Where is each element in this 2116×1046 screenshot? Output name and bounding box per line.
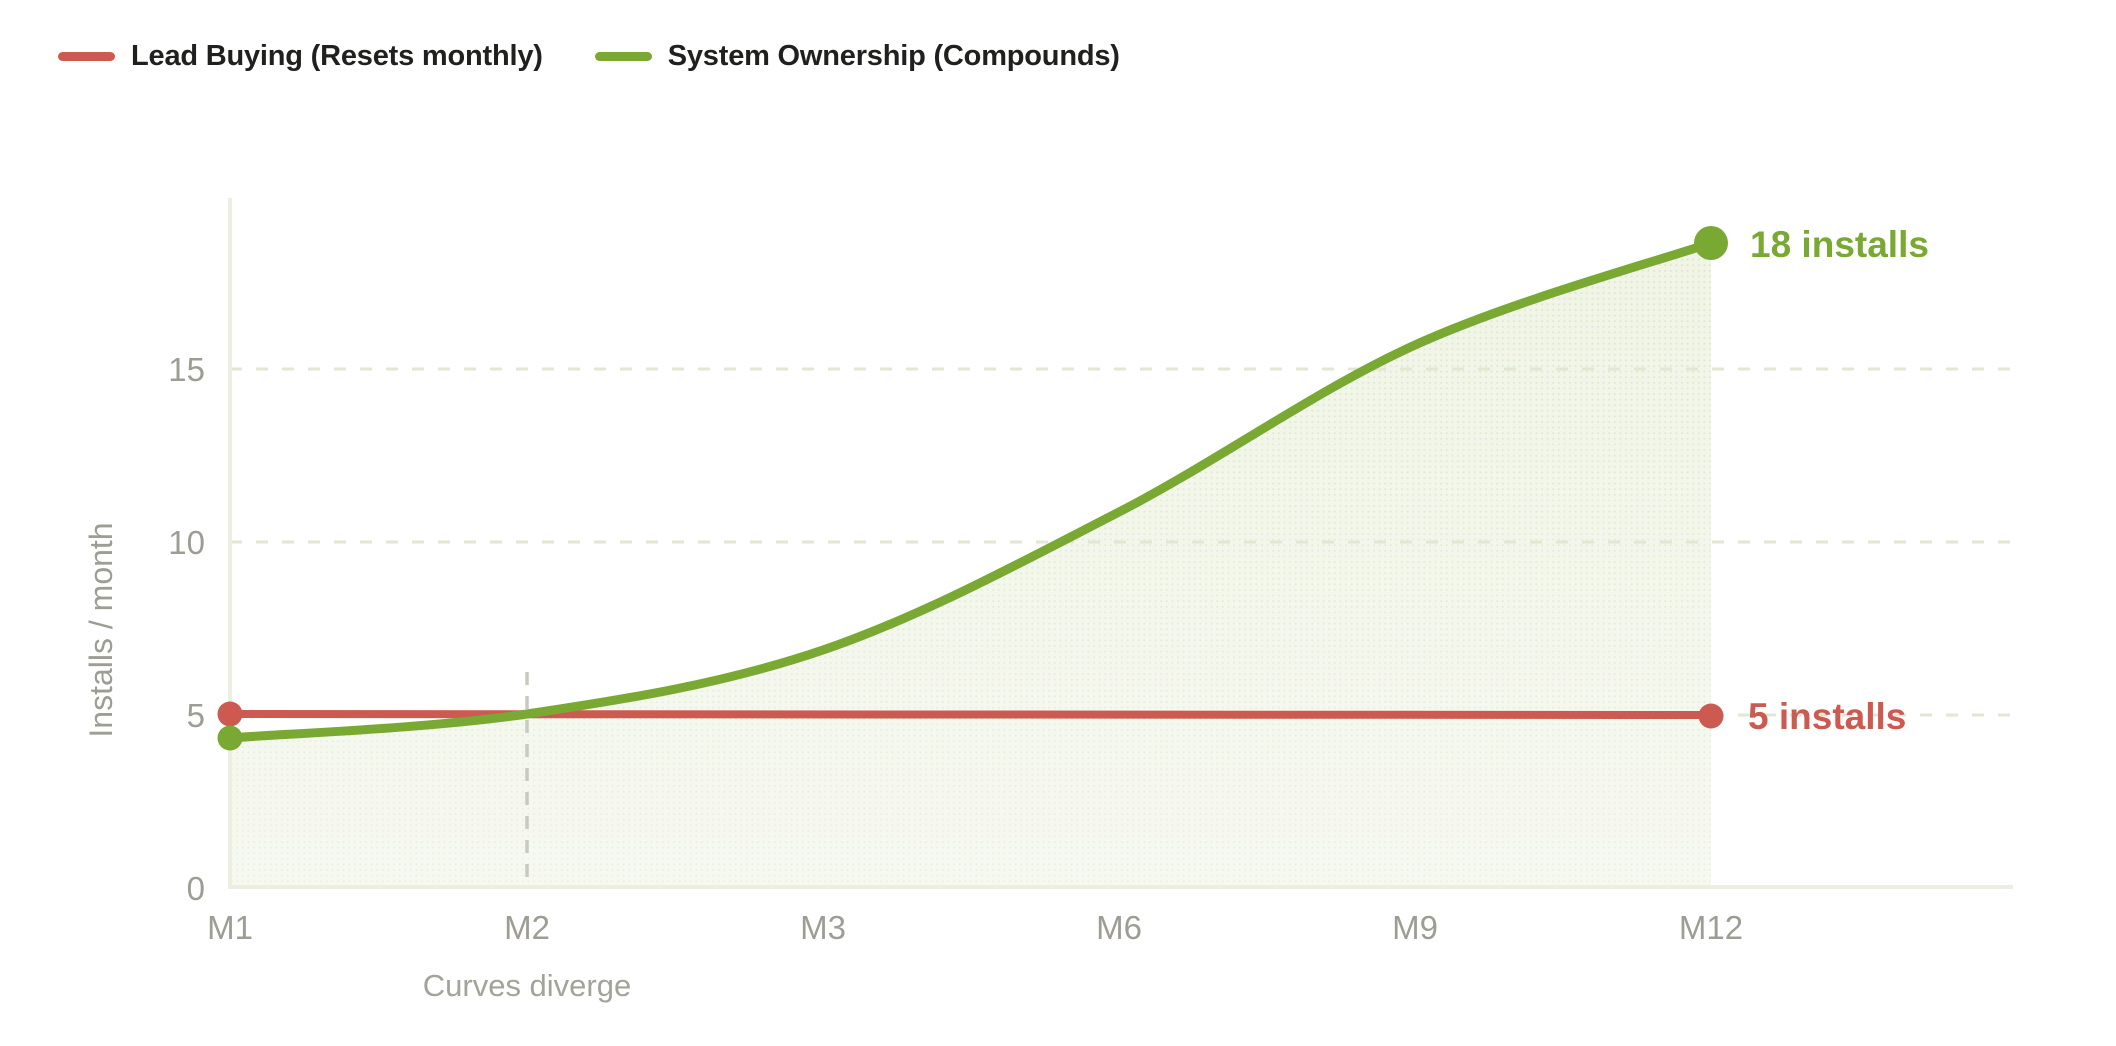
system-ownership-series (217, 226, 1728, 751)
lead-buying-end-dot (1698, 703, 1724, 729)
lead-buying-line (226, 710, 1715, 719)
y-tick-labels: 15 10 5 0 (168, 351, 205, 907)
system-ownership-curve (225, 238, 1716, 743)
legend-swatch-lead-buying (58, 52, 115, 61)
x-tick-m12: M12 (1679, 909, 1743, 946)
x-tick-m1: M1 (207, 909, 253, 946)
ownership-end-label: 18 installs (1750, 224, 1929, 265)
x-tick-labels: M1 M2 M3 M6 M9 M12 (207, 909, 1743, 946)
system-ownership-end-dot (1694, 226, 1728, 260)
y-tick-15: 15 (168, 351, 205, 388)
x-tick-m2: M2 (504, 909, 550, 946)
x-tick-m9: M9 (1392, 909, 1438, 946)
y-tick-10: 10 (168, 524, 205, 561)
legend-swatch-system-ownership (594, 52, 652, 61)
lead-buying-start-dot (217, 701, 243, 727)
legend-label-lead-buying: Lead Buying (Resets monthly) (131, 40, 543, 72)
y-axis-title: Installs / month (83, 522, 119, 737)
y-tick-5: 5 (187, 697, 205, 734)
x-tick-m6: M6 (1096, 909, 1142, 946)
legend: Lead Buying (Resets monthly) System Owne… (58, 40, 1120, 73)
legend-item-system-ownership: System Ownership (Compounds) (594, 40, 1120, 73)
lead-buying-series (217, 701, 1724, 729)
x-tick-m3: M3 (800, 909, 846, 946)
lead-buying-end-label: 5 installs (1748, 696, 1906, 737)
y-tick-0: 0 (187, 870, 205, 907)
legend-label-system-ownership: System Ownership (Compounds) (667, 40, 1120, 72)
axis-lines (228, 198, 2013, 889)
system-ownership-start-dot (217, 725, 243, 751)
diverge-caption: Curves diverge (423, 968, 631, 1003)
legend-item-lead-buying: Lead Buying (Resets monthly) (58, 40, 543, 73)
